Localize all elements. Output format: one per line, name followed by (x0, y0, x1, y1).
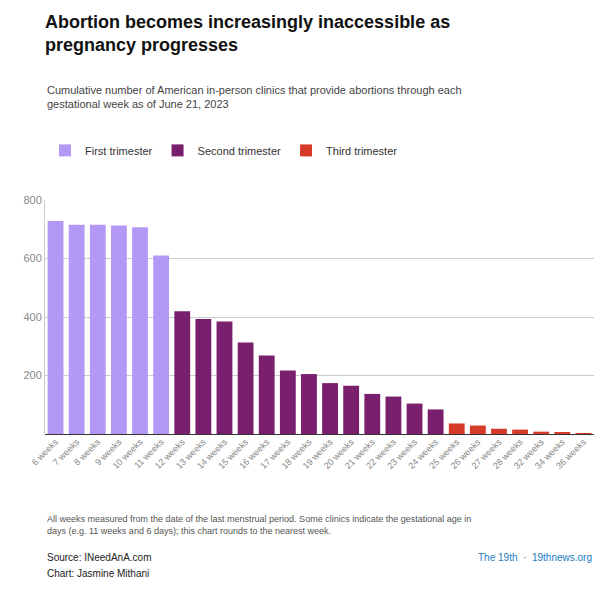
svg-text:14 weeks: 14 weeks (195, 437, 229, 471)
svg-text:9 weeks: 9 weeks (93, 437, 124, 468)
svg-text:23 weeks: 23 weeks (385, 437, 419, 471)
svg-text:17 weeks: 17 weeks (258, 437, 292, 471)
svg-text:21 weeks: 21 weeks (343, 437, 377, 471)
svg-text:6 weeks: 6 weeks (30, 437, 61, 468)
svg-text:Third trimester: Third trimester (326, 145, 397, 157)
svg-text:First trimester: First trimester (85, 145, 153, 157)
svg-text:Source: INeedAnA.com: Source: INeedAnA.com (47, 552, 152, 563)
svg-text:26 weeks: 26 weeks (449, 437, 483, 471)
svg-text:36 weeks: 36 weeks (554, 437, 588, 471)
svg-text:The 19th · 19thnews.org: The 19th · 19thnews.org (478, 552, 592, 563)
svg-text:Chart: Jasmine Mithani: Chart: Jasmine Mithani (47, 568, 149, 579)
svg-text:11 weeks: 11 weeks (132, 437, 166, 471)
svg-text:15 weeks: 15 weeks (216, 437, 250, 471)
svg-text:Second trimester: Second trimester (198, 145, 281, 157)
svg-text:800: 800 (23, 194, 41, 206)
svg-text:18 weeks: 18 weeks (280, 437, 314, 471)
svg-text:20 weeks: 20 weeks (322, 437, 356, 471)
svg-text:Cumulative number of American: Cumulative number of American in-person … (47, 84, 462, 110)
svg-text:19 weeks: 19 weeks (301, 437, 335, 471)
svg-text:All weeks measured from the da: All weeks measured from the date of the … (47, 514, 471, 536)
svg-text:13 weeks: 13 weeks (174, 437, 208, 471)
svg-text:24 weeks: 24 weeks (406, 437, 440, 471)
svg-text:10 weeks: 10 weeks (111, 437, 145, 471)
svg-text:32 weeks: 32 weeks (512, 437, 546, 471)
svg-text:28 weeks: 28 weeks (491, 437, 525, 471)
svg-text:400: 400 (23, 311, 41, 323)
svg-text:34 weeks: 34 weeks (533, 437, 567, 471)
svg-text:12 weeks: 12 weeks (153, 437, 187, 471)
svg-text:16 weeks: 16 weeks (237, 437, 271, 471)
svg-text:Abortion becomes increasingly: Abortion becomes increasingly inaccessib… (45, 12, 450, 55)
svg-text:7 weeks: 7 weeks (51, 437, 82, 468)
svg-text:27 weeks: 27 weeks (470, 437, 504, 471)
svg-text:200: 200 (23, 369, 41, 381)
svg-text:8 weeks: 8 weeks (72, 437, 103, 468)
svg-text:600: 600 (23, 252, 41, 264)
svg-text:25 weeks: 25 weeks (427, 437, 461, 471)
svg-text:22 weeks: 22 weeks (364, 437, 398, 471)
